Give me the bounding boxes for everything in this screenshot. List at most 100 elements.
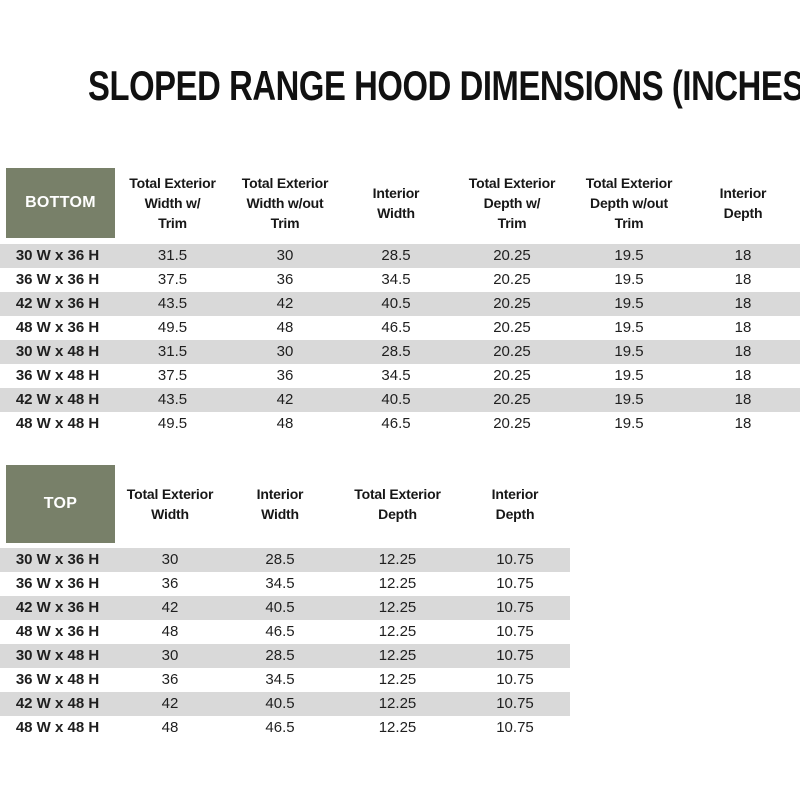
table-cell: 20.25	[493, 247, 531, 264]
column-header-line: Depth	[723, 205, 763, 221]
column-header-line: Interior	[719, 185, 767, 201]
row-label: 42 W x 48 H	[15, 695, 100, 712]
top-table-column-headers: Total Exterior Width Interior Width Total Ex…	[115, 465, 570, 543]
table-cell: 36	[161, 575, 179, 592]
table-cell: 12.25	[378, 575, 417, 592]
table-cell: 20.25	[493, 295, 531, 312]
table-cell: 19.5	[614, 367, 644, 384]
column-header: Total Exterior Depth	[335, 465, 460, 543]
table-cell: 12.25	[378, 647, 417, 664]
table-cell: 12.25	[378, 695, 417, 712]
column-header-line: Interior	[491, 486, 539, 502]
table-cell: 48	[161, 719, 179, 736]
table-cell: 18	[734, 319, 752, 336]
table-row: 36 W x 48 H 36 34.5 12.25 10.75	[0, 668, 570, 692]
table-cell: 42	[161, 695, 179, 712]
row-label: 48 W x 48 H	[15, 415, 100, 432]
table-row: 48 W x 36 H 48 46.5 12.25 10.75	[0, 620, 570, 644]
table-cell: 40.5	[381, 391, 411, 408]
top-table-header-row: TOP Total Exterior Width Interior Width Tota…	[0, 465, 570, 543]
table-cell: 20.25	[493, 319, 531, 336]
table-row: 48 W x 48 H 48 46.5 12.25 10.75	[0, 716, 570, 740]
table-row: 42 W x 36 H 42 40.5 12.25 10.75	[0, 596, 570, 620]
row-label: 42 W x 36 H	[15, 295, 100, 312]
table-cell: 18	[734, 391, 752, 408]
top-table-body: 30 W x 36 H 30 28.5 12.25 10.75 36 W x 36 H 36…	[0, 548, 570, 740]
table-row: 30 W x 36 H 31.5 30 28.5 20.25 19.5 18	[0, 244, 800, 268]
row-label: 48 W x 36 H	[15, 623, 100, 640]
column-header-line: Width	[377, 205, 415, 221]
table-cell: 20.25	[493, 391, 531, 408]
table-cell: 30	[161, 551, 179, 568]
table-cell: 28.5	[381, 247, 411, 264]
column-header-line: Trim	[497, 215, 527, 231]
bottom-dimensions-table: BOTTOM Total Exterior Width w/Trim Total E…	[0, 168, 800, 436]
table-cell: 31.5	[157, 247, 188, 264]
table-cell: 30	[276, 343, 294, 360]
table-cell: 12.25	[378, 671, 417, 688]
table-cell: 37.5	[157, 271, 188, 288]
row-label: 48 W x 48 H	[15, 719, 100, 736]
table-cell: 28.5	[265, 551, 295, 568]
table-cell: 46.5	[381, 415, 411, 432]
table-cell: 43.5	[157, 391, 188, 408]
bottom-table-header-row: BOTTOM Total Exterior Width w/Trim Total E…	[0, 168, 800, 238]
column-header-line: Width	[261, 506, 299, 522]
table-cell: 20.25	[493, 367, 531, 384]
table-cell: 18	[734, 367, 752, 384]
top-dimensions-table: TOP Total Exterior Width Interior Width Tota…	[0, 465, 570, 740]
table-cell: 46.5	[265, 623, 295, 640]
column-header-line: Depth w/out	[590, 195, 668, 211]
page-title: SLOPED RANGE HOOD DIMENSIONS (INCHES)	[88, 62, 800, 109]
column-header-line: Width w/out	[246, 195, 324, 211]
column-header-line: Total Exterior	[129, 175, 216, 191]
table-cell: 42	[276, 391, 294, 408]
column-header-line: Total Exterior	[126, 486, 214, 502]
column-header-line: Total Exterior	[468, 175, 556, 191]
column-header-line: Total Exterior	[354, 486, 441, 502]
row-label: 36 W x 48 H	[15, 671, 100, 688]
table-cell: 40.5	[265, 599, 295, 616]
column-header-line: Width	[151, 506, 189, 522]
row-label: 48 W x 36 H	[15, 319, 100, 336]
table-cell: 46.5	[265, 719, 295, 736]
table-cell: 36	[161, 671, 179, 688]
bottom-table-column-headers: Total Exterior Width w/Trim Total Exterior…	[115, 168, 800, 238]
table-cell: 49.5	[157, 415, 188, 432]
table-cell: 10.75	[496, 575, 534, 592]
table-cell: 19.5	[614, 319, 644, 336]
column-header: Total Exterior Depth w/Trim	[452, 168, 572, 238]
table-cell: 34.5	[265, 575, 295, 592]
column-header-line: Depth	[378, 506, 417, 522]
column-header: Interior Depth	[460, 465, 570, 543]
table-cell: 42	[161, 599, 179, 616]
column-header-line: Depth	[495, 506, 535, 522]
table-row: 42 W x 48 H 43.5 42 40.5 20.25 19.5 18	[0, 388, 800, 412]
column-header: Interior Depth	[686, 168, 800, 238]
row-label: 36 W x 48 H	[15, 367, 100, 384]
column-header-line: Trim	[614, 215, 644, 231]
column-header: Total Exterior Width	[115, 465, 225, 543]
table-cell: 20.25	[493, 415, 531, 432]
table-cell: 48	[276, 319, 294, 336]
table-cell: 28.5	[381, 343, 411, 360]
table-cell: 37.5	[157, 367, 188, 384]
column-header-line: Trim	[270, 215, 300, 231]
table-cell: 30	[276, 247, 294, 264]
row-label: 30 W x 48 H	[15, 647, 100, 664]
bottom-table-corner-label: BOTTOM	[6, 168, 115, 238]
table-cell: 30	[161, 647, 179, 664]
table-cell: 42	[276, 295, 294, 312]
table-cell: 34.5	[381, 271, 411, 288]
table-cell: 46.5	[381, 319, 411, 336]
table-row: 30 W x 48 H 31.5 30 28.5 20.25 19.5 18	[0, 340, 800, 364]
table-cell: 43.5	[157, 295, 188, 312]
table-cell: 18	[734, 247, 752, 264]
table-row: 36 W x 36 H 36 34.5 12.25 10.75	[0, 572, 570, 596]
table-cell: 18	[734, 415, 752, 432]
column-header-line: Depth w/	[483, 195, 541, 211]
table-cell: 20.25	[493, 343, 531, 360]
table-cell: 10.75	[496, 719, 534, 736]
row-label: 42 W x 48 H	[15, 391, 100, 408]
